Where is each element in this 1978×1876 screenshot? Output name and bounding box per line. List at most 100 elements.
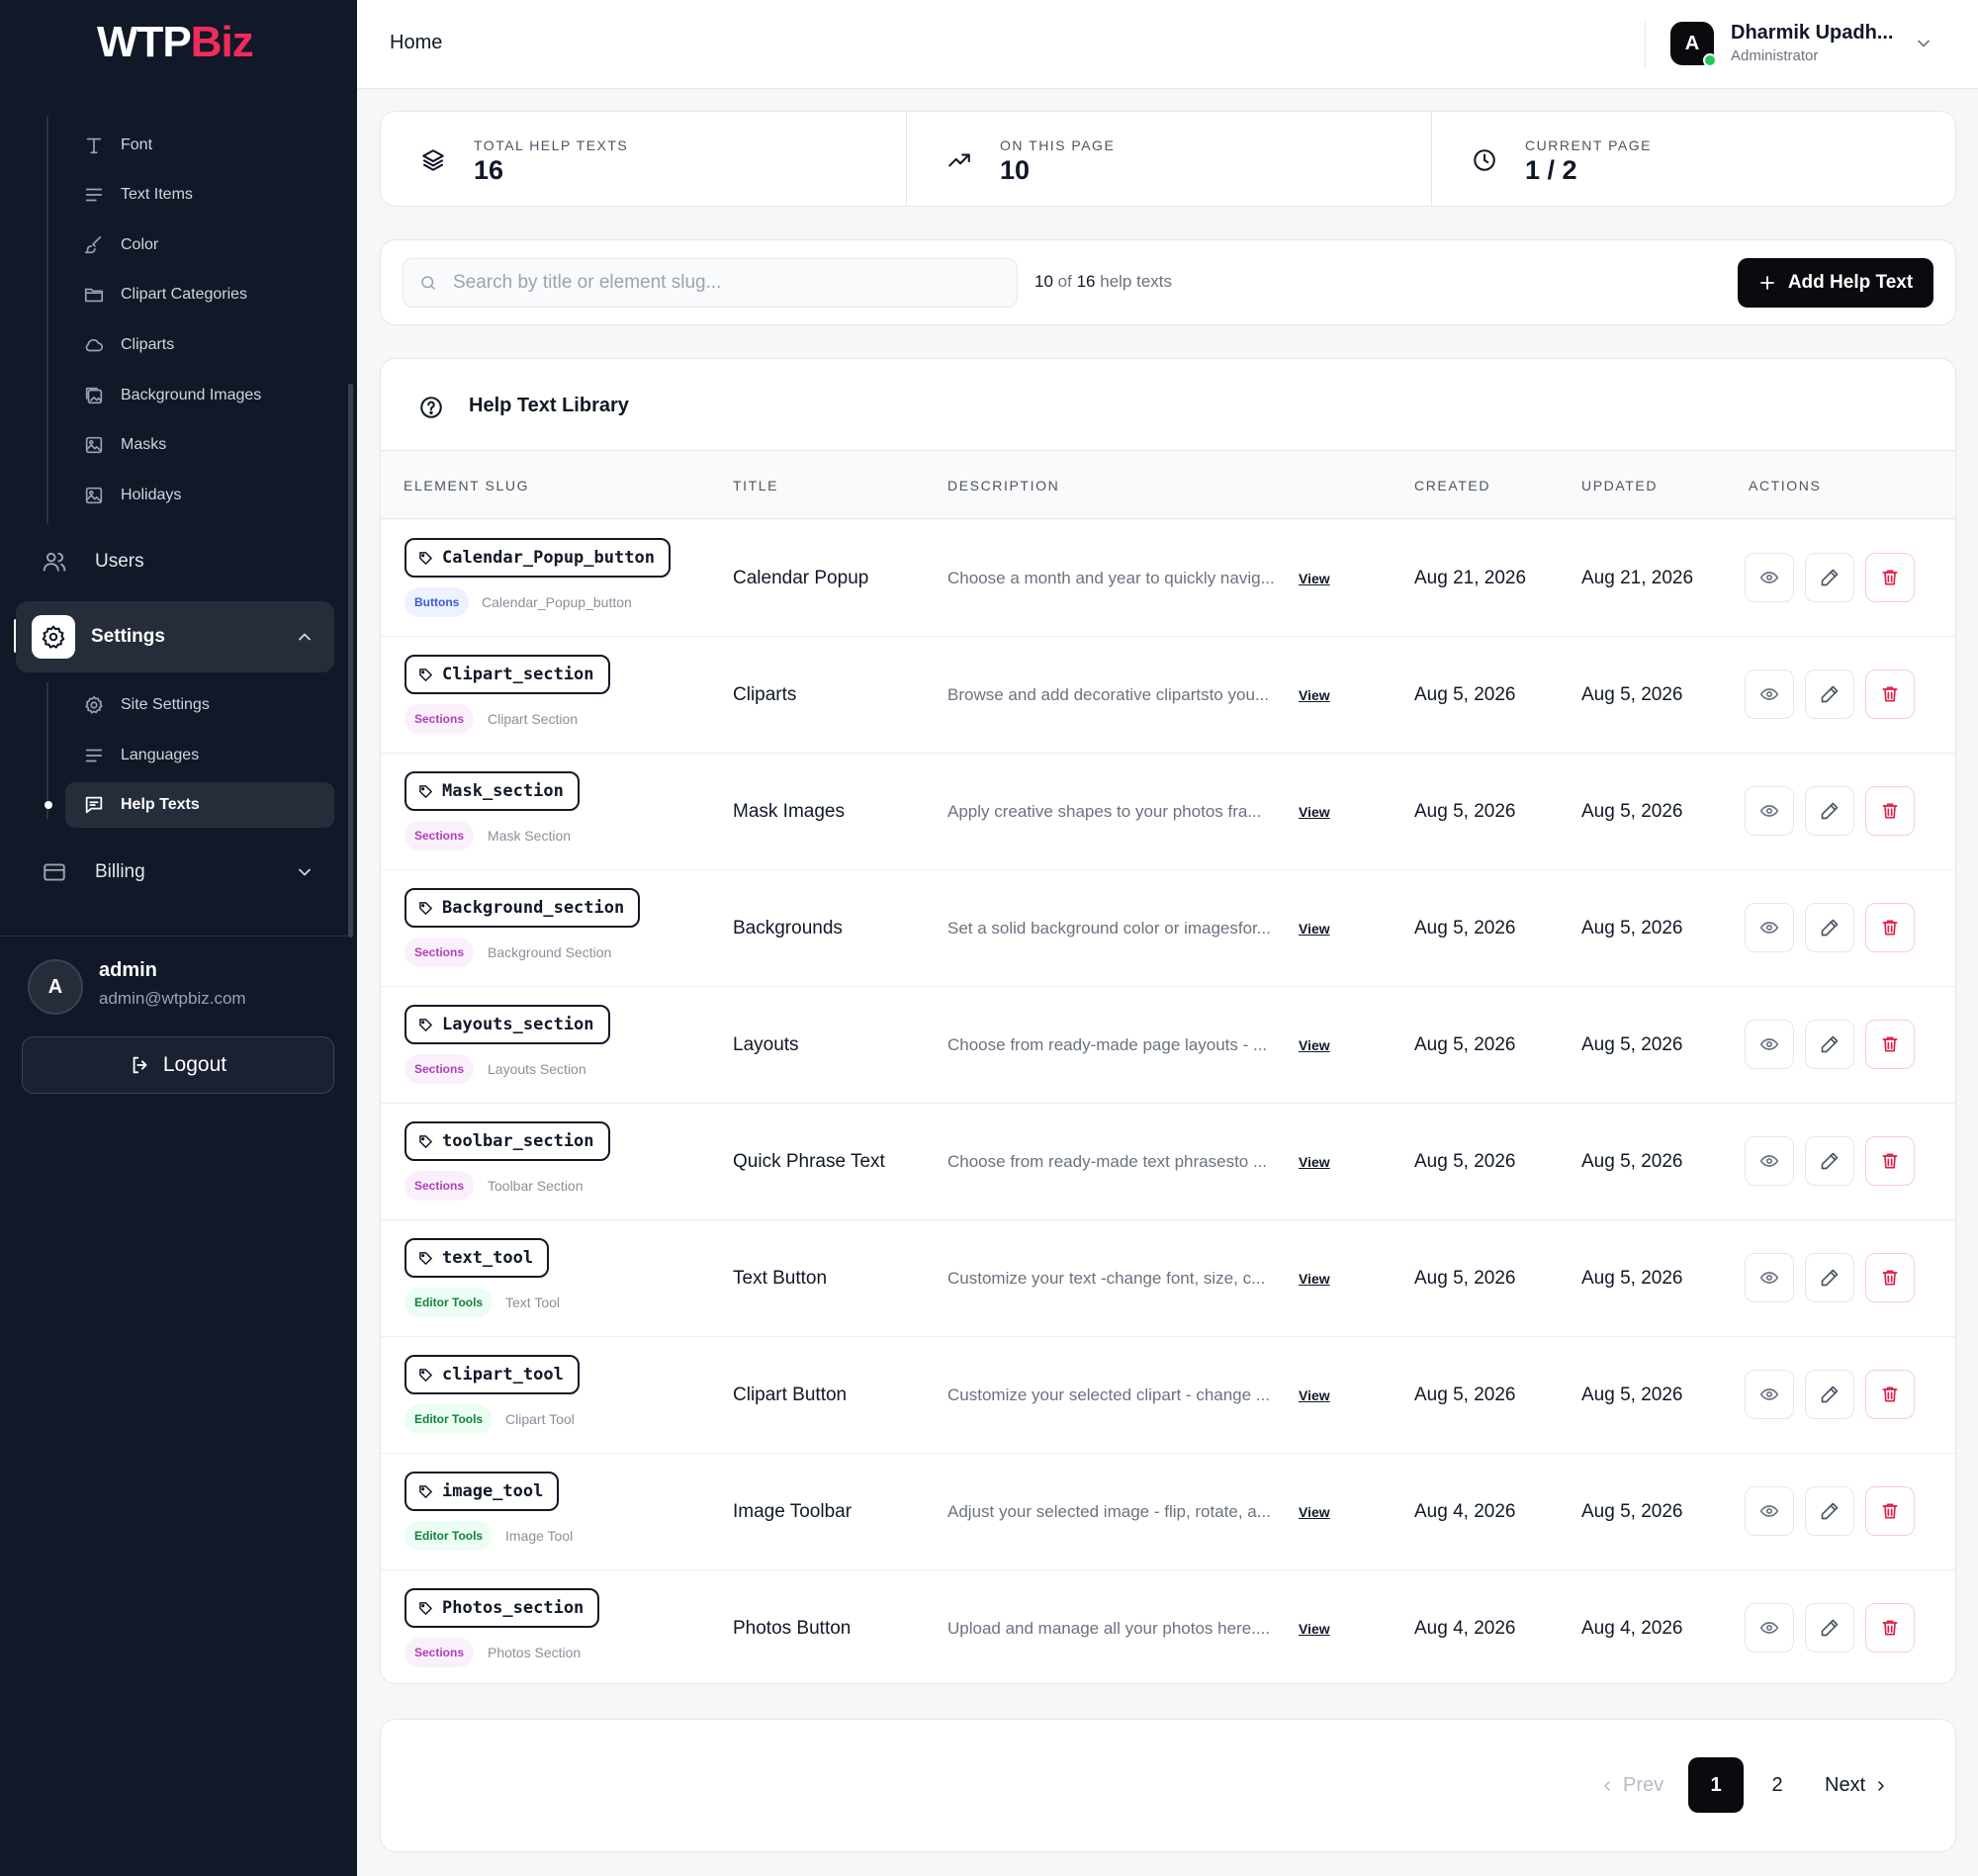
sidebar-item-help-texts[interactable]: Help Texts xyxy=(65,782,334,828)
logout-label: Logout xyxy=(162,1053,227,1076)
delete-button[interactable] xyxy=(1865,786,1915,836)
help-text-library: Help Text Library ELEMENT SLUG TITLE DES… xyxy=(380,358,1956,1684)
view-description-link[interactable]: View xyxy=(1299,1037,1330,1053)
view-button[interactable] xyxy=(1745,670,1794,719)
delete-button[interactable] xyxy=(1865,1136,1915,1186)
delete-button[interactable] xyxy=(1865,1253,1915,1302)
delete-button[interactable] xyxy=(1865,1486,1915,1536)
brand-logo[interactable]: WTPBiz xyxy=(97,18,254,67)
edit-button[interactable] xyxy=(1805,553,1854,602)
image-icon xyxy=(85,436,103,454)
edit-button[interactable] xyxy=(1805,1370,1854,1419)
view-button[interactable] xyxy=(1745,1136,1794,1186)
sidebar-item-label: Clipart Categories xyxy=(121,286,248,303)
updated-date: Aug 5, 2026 xyxy=(1581,1268,1683,1289)
sidebar-item-clipart-categories[interactable]: Clipart Categories xyxy=(65,272,334,317)
view-description-link[interactable]: View xyxy=(1299,571,1330,586)
view-description-link[interactable]: View xyxy=(1299,1504,1330,1520)
help-title: Layouts xyxy=(733,1034,799,1055)
view-button[interactable] xyxy=(1745,786,1794,836)
edit-button[interactable] xyxy=(1805,1486,1854,1536)
trash-icon xyxy=(1882,1270,1898,1286)
top-header: Home A Dharmik Upadh... Administrator xyxy=(357,0,1978,89)
prev-page-button[interactable]: Prev xyxy=(1599,1774,1663,1797)
help-title: Text Button xyxy=(733,1268,828,1289)
page-button-1[interactable]: 1 xyxy=(1688,1757,1744,1813)
user-avatar[interactable]: A xyxy=(1670,22,1714,65)
view-description-link[interactable]: View xyxy=(1299,804,1330,820)
plus-icon xyxy=(1759,276,1774,290)
trash-icon xyxy=(1882,686,1898,702)
tag-icon xyxy=(419,902,432,915)
element-subtitle: Image Tool xyxy=(505,1528,574,1544)
element-subtitle: Layouts Section xyxy=(488,1061,586,1077)
delete-button[interactable] xyxy=(1865,1020,1915,1069)
element-slug-tag: text_tool xyxy=(405,1238,550,1278)
view-description-link[interactable]: View xyxy=(1299,1271,1330,1287)
sidebar-item-site-settings[interactable]: Site Settings xyxy=(65,682,334,728)
sidebar-item-text-items[interactable]: Text Items xyxy=(65,172,334,218)
view-button[interactable] xyxy=(1745,1486,1794,1536)
view-description-link[interactable]: View xyxy=(1299,1387,1330,1403)
table-row: Clipart_section Sections Clipart Section Cl… xyxy=(381,637,1955,754)
edit-button[interactable] xyxy=(1805,670,1854,719)
sidebar-item-holidays[interactable]: Holidays xyxy=(65,473,334,518)
sidebar-item-settings[interactable]: Settings xyxy=(16,601,334,672)
breadcrumb[interactable]: Home xyxy=(390,32,443,53)
message-icon xyxy=(85,796,103,814)
chevron-down-icon[interactable] xyxy=(295,862,315,882)
view-button[interactable] xyxy=(1745,1370,1794,1419)
view-button[interactable] xyxy=(1745,1603,1794,1653)
edit-button[interactable] xyxy=(1805,1020,1854,1069)
chevron-down-icon[interactable] xyxy=(1914,34,1933,53)
view-description-link[interactable]: View xyxy=(1299,1154,1330,1170)
chevron-up-icon[interactable] xyxy=(295,627,315,647)
sidebar-item-font[interactable]: Font xyxy=(65,123,334,168)
delete-button[interactable] xyxy=(1865,903,1915,952)
delete-button[interactable] xyxy=(1865,1370,1915,1419)
table-row: Mask_section Sections Mask Section Mask Ima… xyxy=(381,754,1955,870)
search-box[interactable] xyxy=(403,258,1018,308)
view-description-link[interactable]: View xyxy=(1299,687,1330,703)
logout-button[interactable]: Logout xyxy=(22,1036,334,1094)
sidebar-item-cliparts[interactable]: Cliparts xyxy=(65,322,334,368)
avatar[interactable]: A xyxy=(28,959,83,1015)
sidebar-item-masks[interactable]: Masks xyxy=(65,422,334,468)
view-button[interactable] xyxy=(1745,903,1794,952)
stat-value: 1 / 2 xyxy=(1525,155,1577,185)
sidebar-item-background-images[interactable]: Background Images xyxy=(65,373,334,418)
sidebar-item-billing[interactable]: Billing xyxy=(16,837,334,908)
sidebar-item-color[interactable]: Color xyxy=(65,223,334,268)
delete-button[interactable] xyxy=(1865,670,1915,719)
category-badge: Sections xyxy=(405,1171,475,1201)
next-page-button[interactable]: Next xyxy=(1825,1774,1889,1797)
sidebar-item-languages[interactable]: Languages xyxy=(65,733,334,778)
view-button[interactable] xyxy=(1745,1253,1794,1302)
edit-button[interactable] xyxy=(1805,786,1854,836)
edit-button[interactable] xyxy=(1805,1136,1854,1186)
view-button[interactable] xyxy=(1745,1020,1794,1069)
page-button-2[interactable]: 2 xyxy=(1771,1773,1783,1796)
view-description-link[interactable]: View xyxy=(1299,921,1330,937)
edit-button[interactable] xyxy=(1805,1603,1854,1653)
edit-button[interactable] xyxy=(1805,1253,1854,1302)
table-row: clipart_tool Editor Tools Clipart Tool Clip… xyxy=(381,1337,1955,1454)
delete-button[interactable] xyxy=(1865,1603,1915,1653)
sidebar-item-users[interactable]: Users xyxy=(16,526,334,597)
search-input[interactable] xyxy=(453,259,1007,307)
element-subtitle: Clipart Tool xyxy=(505,1411,575,1427)
view-button[interactable] xyxy=(1745,553,1794,602)
tag-icon xyxy=(419,1135,432,1148)
help-description: Choose from ready-made text phrasesto ..… xyxy=(947,1152,1268,1171)
pencil-icon xyxy=(1821,685,1839,703)
element-slug: Layouts_section xyxy=(442,1015,594,1034)
user-name[interactable]: Dharmik Upadh... xyxy=(1731,22,1894,44)
count-of: of xyxy=(1057,272,1072,291)
edit-button[interactable] xyxy=(1805,903,1854,952)
sidebar-scrollbar[interactable] xyxy=(348,384,353,938)
view-description-link[interactable]: View xyxy=(1299,1621,1330,1637)
delete-button[interactable] xyxy=(1865,553,1915,602)
updated-date: Aug 5, 2026 xyxy=(1581,918,1683,938)
stat-label: CURRENT PAGE xyxy=(1525,137,1652,153)
add-help-text-button[interactable]: Add Help Text xyxy=(1738,258,1933,308)
